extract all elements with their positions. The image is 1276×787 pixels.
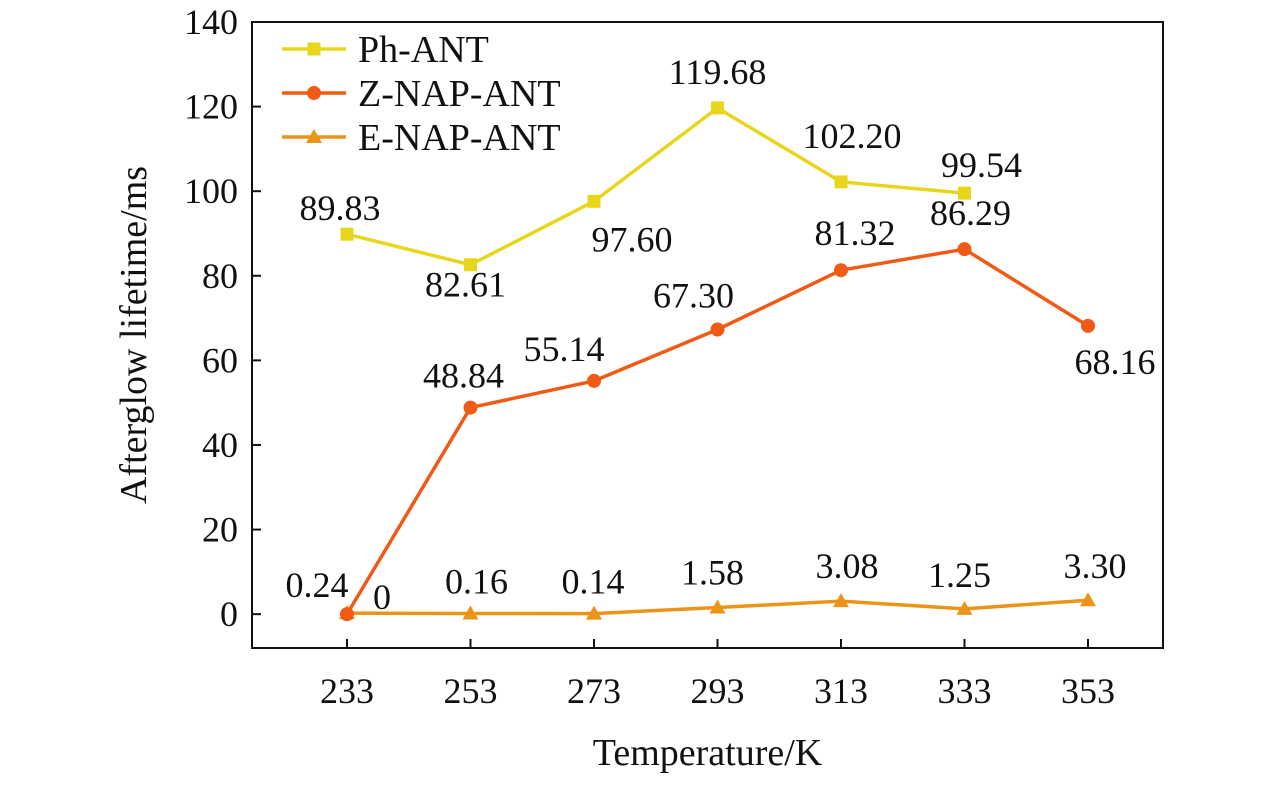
data-point-circle (1081, 318, 1095, 333)
series-layer (339, 101, 1096, 622)
data-label-z-nap-ant: 48.84 (423, 356, 504, 396)
data-label-e-nap-ant: 3.08 (816, 546, 879, 586)
data-label-ph-ant: 102.20 (803, 116, 902, 156)
data-point-triangle (1080, 592, 1096, 607)
series-line (346, 106, 965, 267)
x-tick-label: 293 (691, 671, 745, 711)
data-label-z-nap-ant: 67.30 (653, 276, 734, 316)
x-tick-label: 353 (1061, 671, 1115, 711)
data-point-triangle (956, 600, 973, 615)
data-point-circle (307, 86, 321, 100)
data-point-circle (587, 373, 601, 388)
data-label-z-nap-ant: 86.29 (930, 193, 1011, 233)
data-point-square (587, 194, 601, 208)
data-label-e-nap-ant: 1.58 (681, 552, 744, 592)
data-label-e-nap-ant: 0.14 (562, 562, 625, 602)
x-tick-label: 313 (814, 671, 868, 711)
data-point-square (464, 258, 477, 272)
data-label-ph-ant: 89.83 (300, 188, 381, 228)
y-tick-label: 20 (202, 510, 238, 550)
legend-label: Ph-ANT (358, 29, 489, 71)
series-ph-ant (340, 101, 971, 272)
data-point-square (834, 175, 848, 189)
plot-border (251, 21, 1164, 649)
data-point-triangle (833, 593, 849, 608)
data-point-triangle (306, 129, 322, 143)
x-tick-label: 233 (320, 671, 374, 711)
y-tick-label: 100 (184, 171, 238, 211)
data-label-z-nap-ant: 0 (373, 577, 391, 617)
series-z-nap-ant (340, 242, 1095, 622)
data-label-z-nap-ant: 81.32 (815, 213, 896, 253)
legend-entry-e-nap-ant: E-NAP-ANT (282, 117, 561, 159)
data-label-e-nap-ant: 0.16 (445, 561, 508, 601)
data-point-circle (710, 322, 725, 337)
data-label-ph-ant: 82.61 (425, 265, 506, 305)
data-point-square (307, 42, 321, 56)
y-tick-label: 0 (220, 594, 238, 634)
x-tick-label: 333 (938, 671, 992, 711)
y-tick-label: 80 (202, 256, 238, 296)
data-point-square (711, 101, 724, 115)
data-point-triangle (709, 599, 726, 614)
legend-label: E-NAP-ANT (358, 117, 561, 159)
plot-frame (251, 21, 1164, 649)
data-label-e-nap-ant: 0.24 (286, 565, 349, 605)
y-axis-title: Afterglow lifetime/ms (113, 166, 155, 504)
x-tick-label: 253 (444, 671, 498, 711)
y-tick-label: 140 (184, 2, 238, 42)
data-label-ph-ant: 97.60 (592, 219, 673, 259)
data-point-circle (834, 263, 848, 278)
legend-label: Z-NAP-ANT (358, 73, 561, 115)
data-label-z-nap-ant: 68.16 (1075, 342, 1156, 382)
data-label-layer: 89.83 82.61 97.60 119.68 102.20 99.54 0 48.84 55… (286, 52, 1156, 617)
y-tick-label: 40 (202, 425, 238, 465)
data-label-ph-ant: 119.68 (669, 52, 767, 92)
data-point-square (340, 227, 354, 241)
y-tick-label: 120 (184, 87, 238, 127)
data-point-triangle (586, 605, 602, 620)
data-point-circle (957, 242, 972, 257)
data-label-e-nap-ant: 3.30 (1064, 546, 1127, 586)
legend-entry-z-nap-ant: Z-NAP-ANT (282, 73, 561, 115)
data-point-triangle (462, 605, 479, 620)
y-axis: 0 20 40 60 80 100 120 140 (184, 2, 261, 634)
legend-entry-ph-ant: Ph-ANT (282, 29, 489, 71)
x-axis-title: Temperature/K (593, 732, 823, 774)
data-point-square (958, 186, 971, 200)
data-label-z-nap-ant: 55.14 (524, 329, 605, 369)
data-label-e-nap-ant: 1.25 (928, 555, 991, 595)
y-tick-label: 60 (202, 340, 238, 380)
data-label-ph-ant: 99.54 (941, 145, 1022, 185)
data-point-circle (463, 400, 478, 415)
x-axis: 233 253 273 293 313 333 353 (320, 639, 1115, 711)
x-tick-label: 273 (567, 671, 621, 711)
data-point-circle (340, 607, 354, 622)
